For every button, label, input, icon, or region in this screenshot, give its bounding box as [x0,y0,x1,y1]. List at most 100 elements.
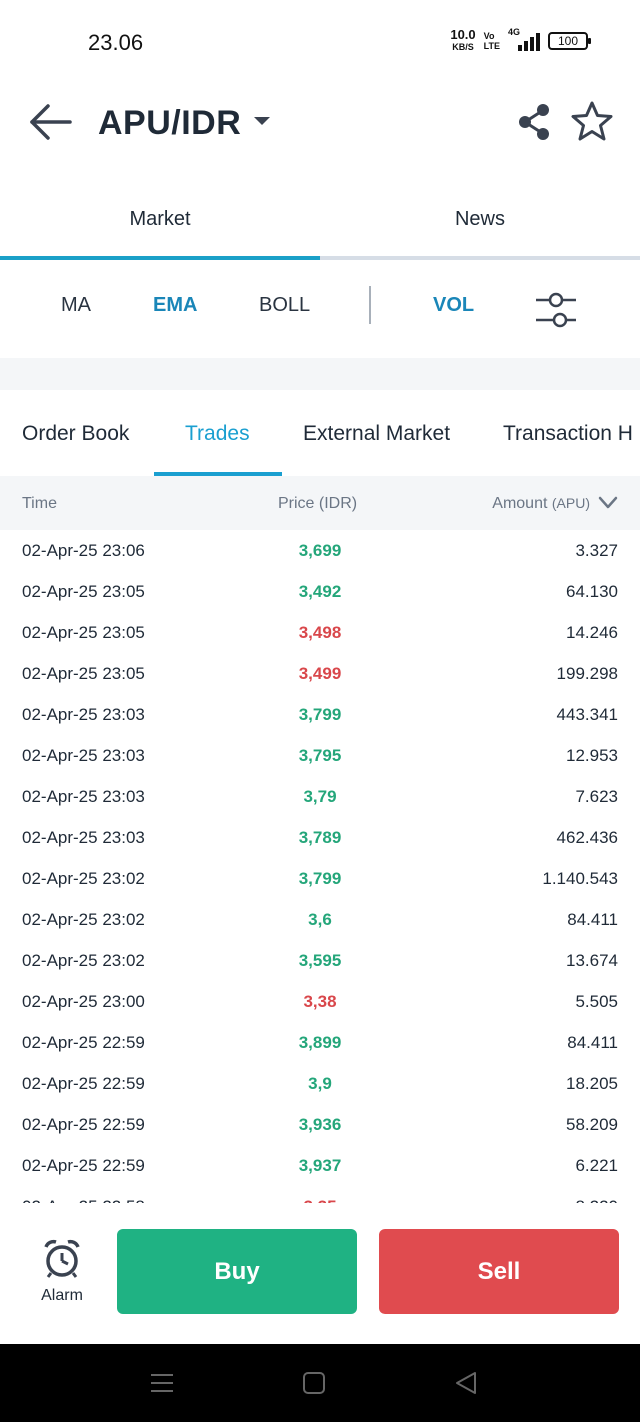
arrow-left-icon [30,104,72,140]
trade-time: 02-Apr-25 23:02 [22,951,145,970]
trade-price: 3,35 [303,1197,336,1203]
table-row: 02-Apr-25 23:03 3,795 12.953 [0,735,640,776]
signal-icon: 4G [508,27,540,51]
trade-amount: 8.220 [575,1197,618,1203]
tab-market[interactable]: Market [129,208,191,230]
alarm-button[interactable]: Alarm [34,1237,90,1307]
buy-button[interactable]: Buy [117,1229,357,1314]
tab-order-book[interactable]: Order Book [22,422,130,445]
trade-time: 02-Apr-25 22:59 [22,1156,145,1175]
trade-time: 02-Apr-25 23:05 [22,582,145,601]
amount-unit-toggle[interactable] [598,496,618,510]
tab-transaction-history[interactable]: Transaction H [503,422,633,445]
tab-external-market[interactable]: External Market [303,422,451,445]
trade-amount: 443.341 [556,705,618,724]
volte-top: Vo [483,31,495,41]
favorite-button[interactable] [570,100,614,142]
nav-back-button[interactable] [451,1368,481,1398]
system-nav-bar [0,1344,640,1422]
trade-amount: 1.140.543 [542,869,618,888]
indicator-boll[interactable]: BOLL [259,294,311,316]
table-row: 02-Apr-25 23:03 3,79 7.623 [0,776,640,817]
trade-amount: 13.674 [566,951,618,970]
trades-list[interactable]: 02-Apr-25 23:06 3,699 3.327 02-Apr-25 23:05… [0,530,640,1203]
tab-news[interactable]: News [454,208,505,230]
table-row: 02-Apr-25 23:05 3,492 64.130 [0,571,640,612]
table-row: 02-Apr-25 23:00 3,38 5.505 [0,981,640,1022]
status-indicators: 10.0 KB/S Vo LTE 4G 100 [450,27,591,52]
back-button[interactable] [28,102,74,142]
sliders-icon [536,292,576,328]
trade-price: 3,38 [303,992,337,1011]
trade-amount: 58.209 [566,1115,618,1134]
table-row: 02-Apr-25 23:05 3,498 14.246 [0,612,640,653]
tab-trades[interactable]: Trades [185,422,250,445]
status-time: 23.06 [88,30,144,55]
table-row: 02-Apr-25 23:05 3,499 199.298 [0,653,640,694]
share-button[interactable] [516,102,552,142]
network-speed: 10.0 KB/S [450,27,476,52]
trade-amount: 462.436 [556,828,618,847]
action-bar: Alarm Buy Sell [0,1203,640,1344]
trade-amount: 18.205 [566,1074,618,1093]
table-row: 02-Apr-25 23:02 3,6 84.411 [0,899,640,940]
trade-price: 3,899 [298,1033,342,1052]
indicator-divider [369,286,371,324]
trade-price: 3,937 [298,1156,342,1175]
trade-price: 3,498 [298,623,342,642]
trade-time: 02-Apr-25 23:06 [22,541,145,560]
trade-time: 02-Apr-25 22:59 [22,1115,145,1134]
battery-level: 100 [557,34,579,48]
header-price: Price (IDR) [278,495,358,512]
main-tabs: Market News [0,184,640,260]
alarm-clock-icon [44,1239,80,1278]
trade-price: 3,799 [298,705,342,724]
network-speed-value: 10.0 [450,27,476,42]
table-row: 02-Apr-25 22:59 3,899 84.411 [0,1022,640,1063]
trade-price: 3,789 [298,828,342,847]
indicator-vol[interactable]: VOL [433,294,475,316]
trade-time: 02-Apr-25 23:02 [22,910,145,929]
table-row: 02-Apr-25 22:59 3,9 18.205 [0,1063,640,1104]
header-amount-unit: (APU) [551,495,590,511]
trade-amount: 84.411 [567,910,618,929]
trade-time: 02-Apr-25 23:03 [22,828,145,847]
trade-amount: 7.623 [575,787,618,806]
trade-price: 3,799 [298,869,342,888]
pair-selector-button[interactable] [252,114,272,128]
trade-price: 3,936 [298,1115,342,1134]
trade-price: 3,595 [298,951,342,970]
trade-time: 02-Apr-25 23:03 [22,746,145,765]
trade-amount: 3.327 [575,541,618,560]
trade-time: 02-Apr-25 23:05 [22,664,145,683]
trade-price: 3,699 [298,541,342,560]
trade-time: 02-Apr-25 23:03 [22,787,145,806]
pair-title[interactable]: APU/IDR [98,104,242,142]
chevron-down-icon [598,496,618,509]
nav-recents-button[interactable] [147,1368,177,1398]
back-triangle-icon [456,1372,476,1394]
battery-icon: 100 [548,32,591,50]
trade-price: 3,6 [308,910,332,929]
caret-down-icon [254,117,270,125]
sell-button[interactable]: Sell [379,1229,619,1314]
volte-bottom: LTE [483,41,500,51]
network-type: 4G [508,27,521,37]
status-bar: 23.06 10.0 KB/S Vo LTE 4G 100 [0,0,640,86]
header-amount[interactable]: Amount (APU) [492,495,590,513]
alarm-label: Alarm [41,1287,83,1304]
table-row: 02-Apr-25 23:02 3,799 1.140.543 [0,858,640,899]
header-time: Time [22,495,57,512]
trades-table-header: Time Price (IDR) Amount (APU) [0,476,640,530]
indicator-settings-button[interactable] [534,290,578,330]
trade-price: 3,492 [298,582,342,601]
table-row: 02-Apr-25 22:59 3,936 58.209 [0,1104,640,1145]
tab-track [0,256,640,260]
table-row: 02-Apr-25 22:58 3,35 8.220 [0,1186,640,1203]
trade-price: 3,795 [298,746,342,765]
indicator-ma[interactable]: MA [61,294,91,316]
nav-home-button[interactable] [299,1368,329,1398]
indicator-ema[interactable]: EMA [153,294,198,316]
volte-indicator: Vo LTE [484,31,500,51]
trade-amount: 14.246 [566,623,618,642]
